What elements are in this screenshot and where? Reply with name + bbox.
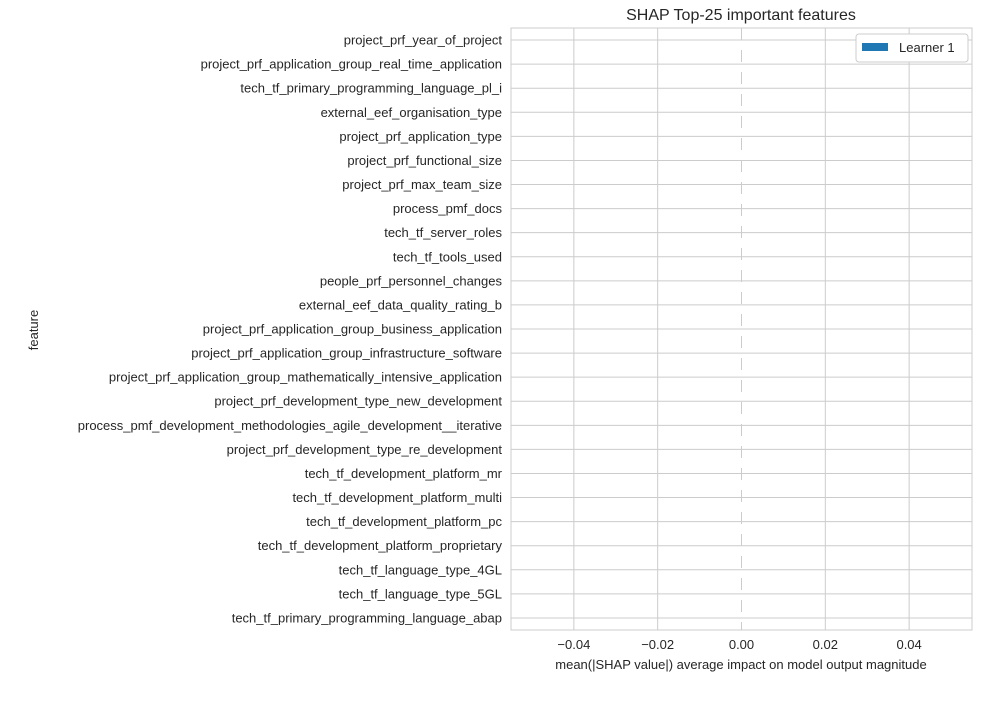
x-tick-labels: −0.04 −0.02 0.00 0.02 0.04 [557, 637, 921, 652]
y-tick-label: project_prf_max_team_size [342, 177, 502, 192]
y-tick-label: tech_tf_language_type_4GL [339, 562, 502, 577]
legend-label-learner-1: Learner 1 [899, 40, 955, 55]
y-tick-label: project_prf_application_group_business_a… [203, 322, 502, 337]
y-tick-label: project_prf_application_group_real_time_… [201, 57, 502, 72]
x-tick-label: −0.04 [557, 637, 590, 652]
legend-swatch-learner-1 [862, 43, 888, 51]
plot-frame [510, 27, 973, 631]
x-tick-label: 0.00 [729, 637, 754, 652]
y-tick-label: tech_tf_primary_programming_language_aba… [232, 610, 502, 625]
legend-box [855, 33, 969, 63]
x-tick-label: 0.02 [813, 637, 838, 652]
y-tick-label: people_prf_personnel_changes [320, 273, 503, 288]
y-tick-label: tech_tf_development_platform_multi [292, 490, 502, 505]
y-tick-label: project_prf_year_of_project [344, 33, 503, 48]
legend: Learner 1 [855, 33, 969, 63]
y-tick-label: tech_tf_development_platform_mr [305, 466, 503, 481]
y-tick-labels: project_prf_year_of_project project_prf_a… [78, 33, 503, 626]
y-tick-label: project_prf_development_type_new_develop… [214, 394, 502, 409]
chart-title: SHAP Top-25 important features [626, 7, 856, 24]
y-tick-label: tech_tf_language_type_5GL [339, 586, 502, 601]
y-tick-label: process_pmf_development_methodologies_ag… [78, 418, 502, 433]
x-tick-label: −0.02 [641, 637, 674, 652]
x-axis-title: mean(|SHAP value|) average impact on mod… [555, 657, 926, 672]
x-tick-label: 0.04 [896, 637, 921, 652]
y-tick-label: external_eef_organisation_type [321, 105, 502, 120]
y-tick-label: process_pmf_docs [393, 201, 503, 216]
y-tick-label: tech_tf_development_platform_pc [306, 514, 502, 529]
y-tick-label: project_prf_application_group_mathematic… [109, 370, 502, 385]
y-tick-label: tech_tf_tools_used [393, 249, 502, 264]
y-tick-label: external_eef_data_quality_rating_b [299, 297, 502, 312]
y-tick-label: tech_tf_server_roles [384, 225, 502, 240]
y-axis-title: feature [26, 310, 41, 350]
y-tick-label: project_prf_application_group_infrastruc… [191, 346, 502, 361]
y-tick-label: tech_tf_primary_programming_language_pl_… [240, 81, 502, 96]
plot-frame-rect [510, 27, 973, 631]
y-tick-label: tech_tf_development_platform_proprietary [258, 538, 503, 553]
y-tick-label: project_prf_development_type_re_developm… [227, 442, 503, 457]
y-tick-label: project_prf_application_type [339, 129, 502, 144]
y-tick-label: project_prf_functional_size [347, 153, 502, 168]
